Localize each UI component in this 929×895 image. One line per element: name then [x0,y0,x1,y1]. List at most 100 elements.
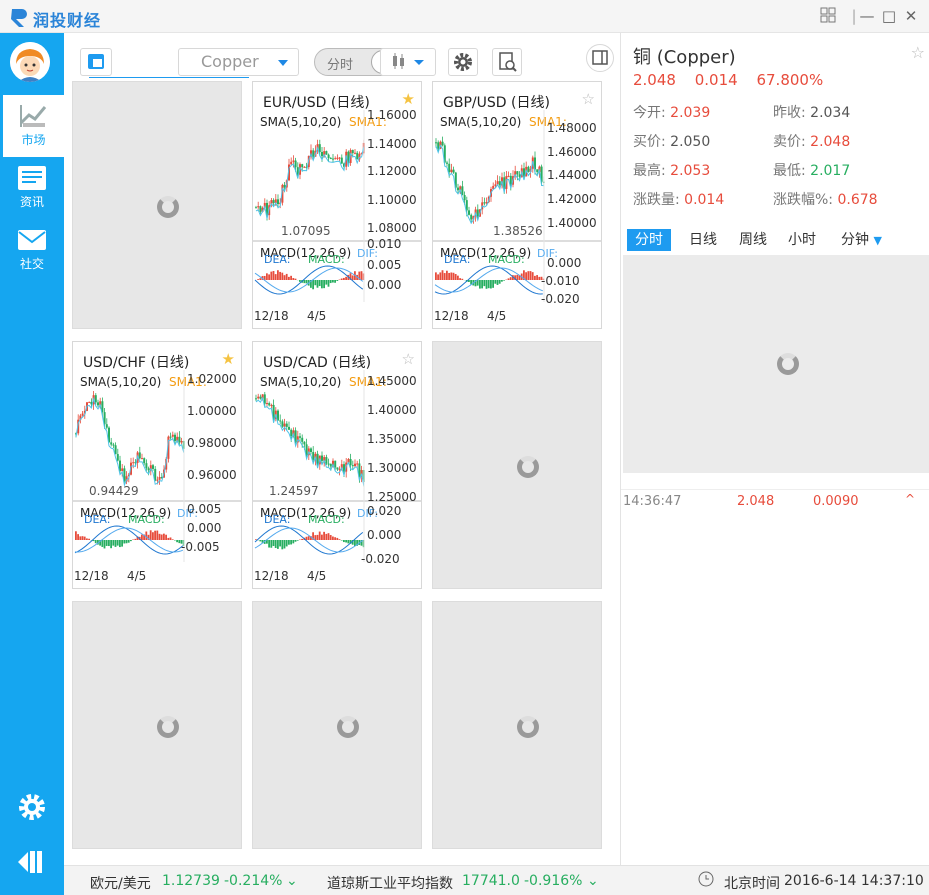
candle-body [132,462,135,464]
empty-chart-panel[interactable] [432,341,602,589]
candle-body [263,394,266,404]
macd-bar [299,280,301,282]
tab-hourly[interactable]: 小时 [788,232,816,248]
candle-body [534,157,536,170]
sma-label: SMA(5,10,20) [260,375,342,389]
empty-chart-panel[interactable] [252,601,422,849]
field-change-amount: 涨跌量: 0.014 [633,189,724,209]
candle-body [178,436,181,443]
y-tick: 0.98000 [187,436,237,450]
sma-line [75,396,185,487]
y-tick: 1.45000 [367,374,417,388]
star-outline-icon[interactable]: ☆ [581,90,595,108]
macd-bar [149,530,152,540]
candle-body [160,477,163,479]
macd-bar [325,533,328,540]
ticker-eurusd-value: 1.12739 [162,873,220,889]
sidebar-item-market[interactable]: 市场 [0,95,64,157]
candle-body [259,396,262,399]
y-tick: 1.40000 [367,403,417,417]
candle-body [334,460,337,468]
tab-daily[interactable]: 日线 [689,232,717,248]
chart-panel-gbpusd[interactable]: GBP/USD (日线) ☆ SMA(5,10,20) SMA1: 1.4800… [432,81,602,329]
candle-body [134,462,137,464]
y-tick: 1.12000 [367,164,417,178]
candle-body [454,172,457,188]
candle-body [154,468,157,481]
logout-button[interactable] [16,848,46,880]
macd-bar [314,280,317,286]
macd-bar [134,538,137,540]
macd-bar [435,272,437,280]
candle-body [360,470,363,477]
grid-view-icon[interactable] [819,7,837,25]
field-value: 0.678 [837,192,878,208]
chart-panel-usdchf[interactable]: USD/CHF (日线) ★ SMA(5,10,20) SMA1: 1.0200… [72,341,242,589]
candle-body [329,158,332,160]
candle-body [77,419,80,434]
star-filled-icon[interactable]: ★ [401,90,415,108]
macd-bar [119,540,121,548]
candle-body [158,477,161,480]
empty-chart-panel[interactable] [432,601,602,849]
minimize-icon[interactable]: — [859,7,875,25]
panel-toggle-button[interactable] [586,44,614,72]
chart-panel-eurusd[interactable]: EUR/USD (日线) ★ SMA(5,10,20) SMA1: 1.1600… [252,81,422,329]
maximize-icon[interactable]: □ [881,7,897,25]
ticker-eurusd-label: 欧元/美元 [90,876,151,892]
macd-bar [509,277,512,280]
chevron-down-icon[interactable]: ⌄ [587,873,599,889]
dea-line [74,525,184,555]
candle-body [435,142,437,144]
macd-bar [125,540,128,544]
period-option-intraday[interactable]: 分时 [327,58,354,73]
macd-dif-label: DIF: [357,247,378,260]
candle-body [540,166,543,182]
macd-bar [105,540,108,546]
macd-bar [345,540,347,543]
y-tick: 1.16000 [367,108,417,122]
candle-body [270,404,273,406]
sidebar-item-news[interactable]: 资讯 [0,157,64,219]
candle-body [441,141,444,146]
empty-chart-panel[interactable] [72,81,242,329]
title-bar: 润投财经 | — □ ✕ [0,0,929,33]
symbol-select[interactable]: Copper [178,48,299,76]
divider: | [851,7,857,25]
close-icon[interactable]: ✕ [904,7,918,25]
loading-spinner-icon [157,716,179,738]
avatar[interactable] [10,42,50,82]
candle-body [443,145,446,163]
macd-bar [439,272,442,280]
search-doc-button[interactable] [492,48,522,76]
sidebar-item-social[interactable]: 社交 [0,219,64,281]
empty-chart-panel[interactable] [72,601,242,849]
star-outline-icon[interactable]: ☆ [401,350,415,368]
macd-bar [494,280,497,284]
macd-bar [334,280,336,283]
chart-type-select[interactable] [380,48,436,76]
macd-bar [97,540,99,545]
candle-body [266,403,268,405]
candle-body [257,206,260,208]
intraday-chart-area[interactable] [623,255,929,473]
document-search-icon [499,52,517,72]
dif-line [254,527,364,553]
star-filled-icon[interactable]: ★ [221,350,235,368]
field-value: 2.050 [670,134,711,150]
quote-price: 2.048 [633,71,676,89]
tab-minute[interactable]: 分钟 ▼ [833,229,890,251]
settings-button[interactable] [16,791,48,827]
price-plot [253,370,421,502]
sidebar-item-label: 资讯 [19,195,44,209]
star-outline-icon[interactable]: ☆ [910,43,925,62]
tab-weekly[interactable]: 周线 [739,232,767,248]
candle-body [97,402,99,406]
chart-panel-usdcad[interactable]: USD/CAD (日线) ☆ SMA(5,10,20) SMA1: 1.4500… [252,341,422,589]
chevron-down-icon[interactable]: ⌄ [286,873,298,889]
tab-intraday[interactable]: 分时 [627,229,671,251]
settings-tool-button[interactable] [448,48,478,76]
macd-bar [75,531,77,540]
candle-body [305,166,308,168]
layout-button[interactable] [80,48,112,76]
